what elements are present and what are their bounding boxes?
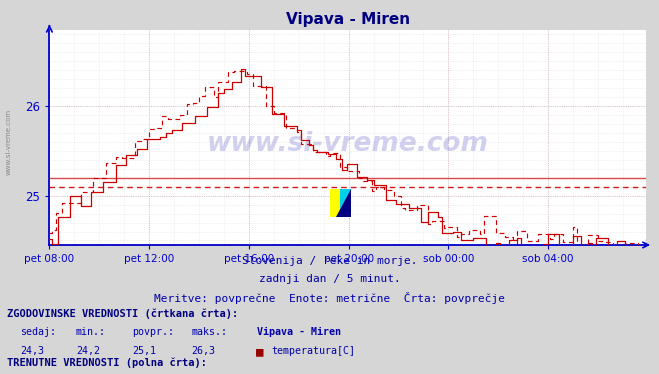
Polygon shape bbox=[336, 189, 351, 217]
Text: ■: ■ bbox=[256, 345, 263, 358]
Text: Vipava - Miren: Vipava - Miren bbox=[257, 327, 341, 337]
Text: ZGODOVINSKE VREDNOSTI (črtkana črta):: ZGODOVINSKE VREDNOSTI (črtkana črta): bbox=[7, 309, 238, 319]
Text: 24,3: 24,3 bbox=[20, 346, 43, 356]
Text: www.si-vreme.com: www.si-vreme.com bbox=[5, 109, 11, 175]
Text: Meritve: povprečne  Enote: metrične  Črta: povprečje: Meritve: povprečne Enote: metrične Črta:… bbox=[154, 292, 505, 304]
Text: TRENUTNE VREDNOSTI (polna črta):: TRENUTNE VREDNOSTI (polna črta): bbox=[7, 357, 206, 368]
Text: temperatura[C]: temperatura[C] bbox=[272, 346, 355, 356]
Text: povpr.:: povpr.: bbox=[132, 327, 174, 337]
Text: sedaj:: sedaj: bbox=[20, 327, 56, 337]
Title: Vipava - Miren: Vipava - Miren bbox=[285, 12, 410, 27]
Text: maks.:: maks.: bbox=[191, 327, 227, 337]
Text: Slovenija / reke in morje.: Slovenija / reke in morje. bbox=[242, 256, 417, 266]
Text: min.:: min.: bbox=[76, 327, 106, 337]
Bar bbox=[330, 189, 340, 217]
Text: www.si-vreme.com: www.si-vreme.com bbox=[207, 131, 488, 157]
Text: 25,1: 25,1 bbox=[132, 346, 156, 356]
Text: zadnji dan / 5 minut.: zadnji dan / 5 minut. bbox=[258, 274, 401, 284]
Bar bbox=[340, 189, 351, 217]
Text: 26,3: 26,3 bbox=[191, 346, 215, 356]
Text: 24,2: 24,2 bbox=[76, 346, 100, 356]
